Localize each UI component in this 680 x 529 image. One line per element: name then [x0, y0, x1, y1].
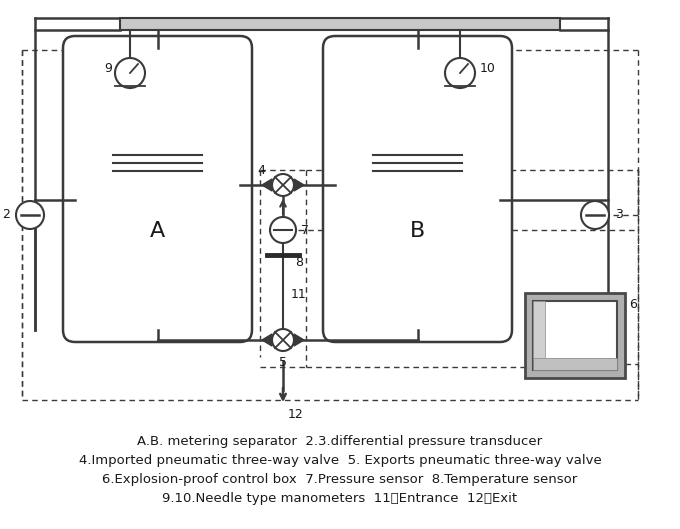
FancyBboxPatch shape: [63, 36, 252, 342]
Bar: [533, 358, 617, 370]
Circle shape: [581, 201, 609, 229]
Polygon shape: [294, 334, 304, 346]
Text: 3: 3: [615, 208, 623, 222]
Circle shape: [272, 329, 294, 351]
Text: 7: 7: [301, 223, 309, 236]
Text: 4: 4: [257, 165, 265, 178]
Text: 9.10.Needle type manometers  11、Entrance  12、Exit: 9.10.Needle type manometers 11、Entrance …: [163, 492, 517, 505]
Text: A: A: [150, 221, 165, 241]
Text: 2: 2: [2, 208, 10, 222]
Circle shape: [16, 201, 44, 229]
Text: 8: 8: [295, 257, 303, 269]
Bar: [533, 301, 617, 370]
Text: 5: 5: [279, 355, 287, 369]
Bar: [120, 18, 560, 30]
FancyBboxPatch shape: [323, 36, 512, 342]
Text: 6.Explosion-proof control box  7.Pressure sensor  8.Temperature sensor: 6.Explosion-proof control box 7.Pressure…: [103, 473, 577, 486]
Circle shape: [445, 58, 475, 88]
Text: 4.Imported pneumatic three-way valve  5. Exports pneumatic three-way valve: 4.Imported pneumatic three-way valve 5. …: [79, 454, 601, 467]
Text: 10: 10: [480, 62, 496, 76]
Bar: [525, 293, 625, 378]
Text: A.B. metering separator  2.3.differential pressure transducer: A.B. metering separator 2.3.differential…: [137, 435, 543, 448]
Circle shape: [272, 174, 294, 196]
Polygon shape: [262, 334, 272, 346]
Text: B: B: [410, 221, 425, 241]
Text: 11: 11: [291, 288, 307, 302]
Text: 9: 9: [104, 62, 112, 76]
Text: 12: 12: [288, 408, 304, 422]
Polygon shape: [262, 179, 272, 191]
Polygon shape: [294, 179, 304, 191]
Circle shape: [115, 58, 145, 88]
Text: 6: 6: [629, 298, 637, 312]
Bar: [533, 301, 545, 358]
Circle shape: [270, 217, 296, 243]
